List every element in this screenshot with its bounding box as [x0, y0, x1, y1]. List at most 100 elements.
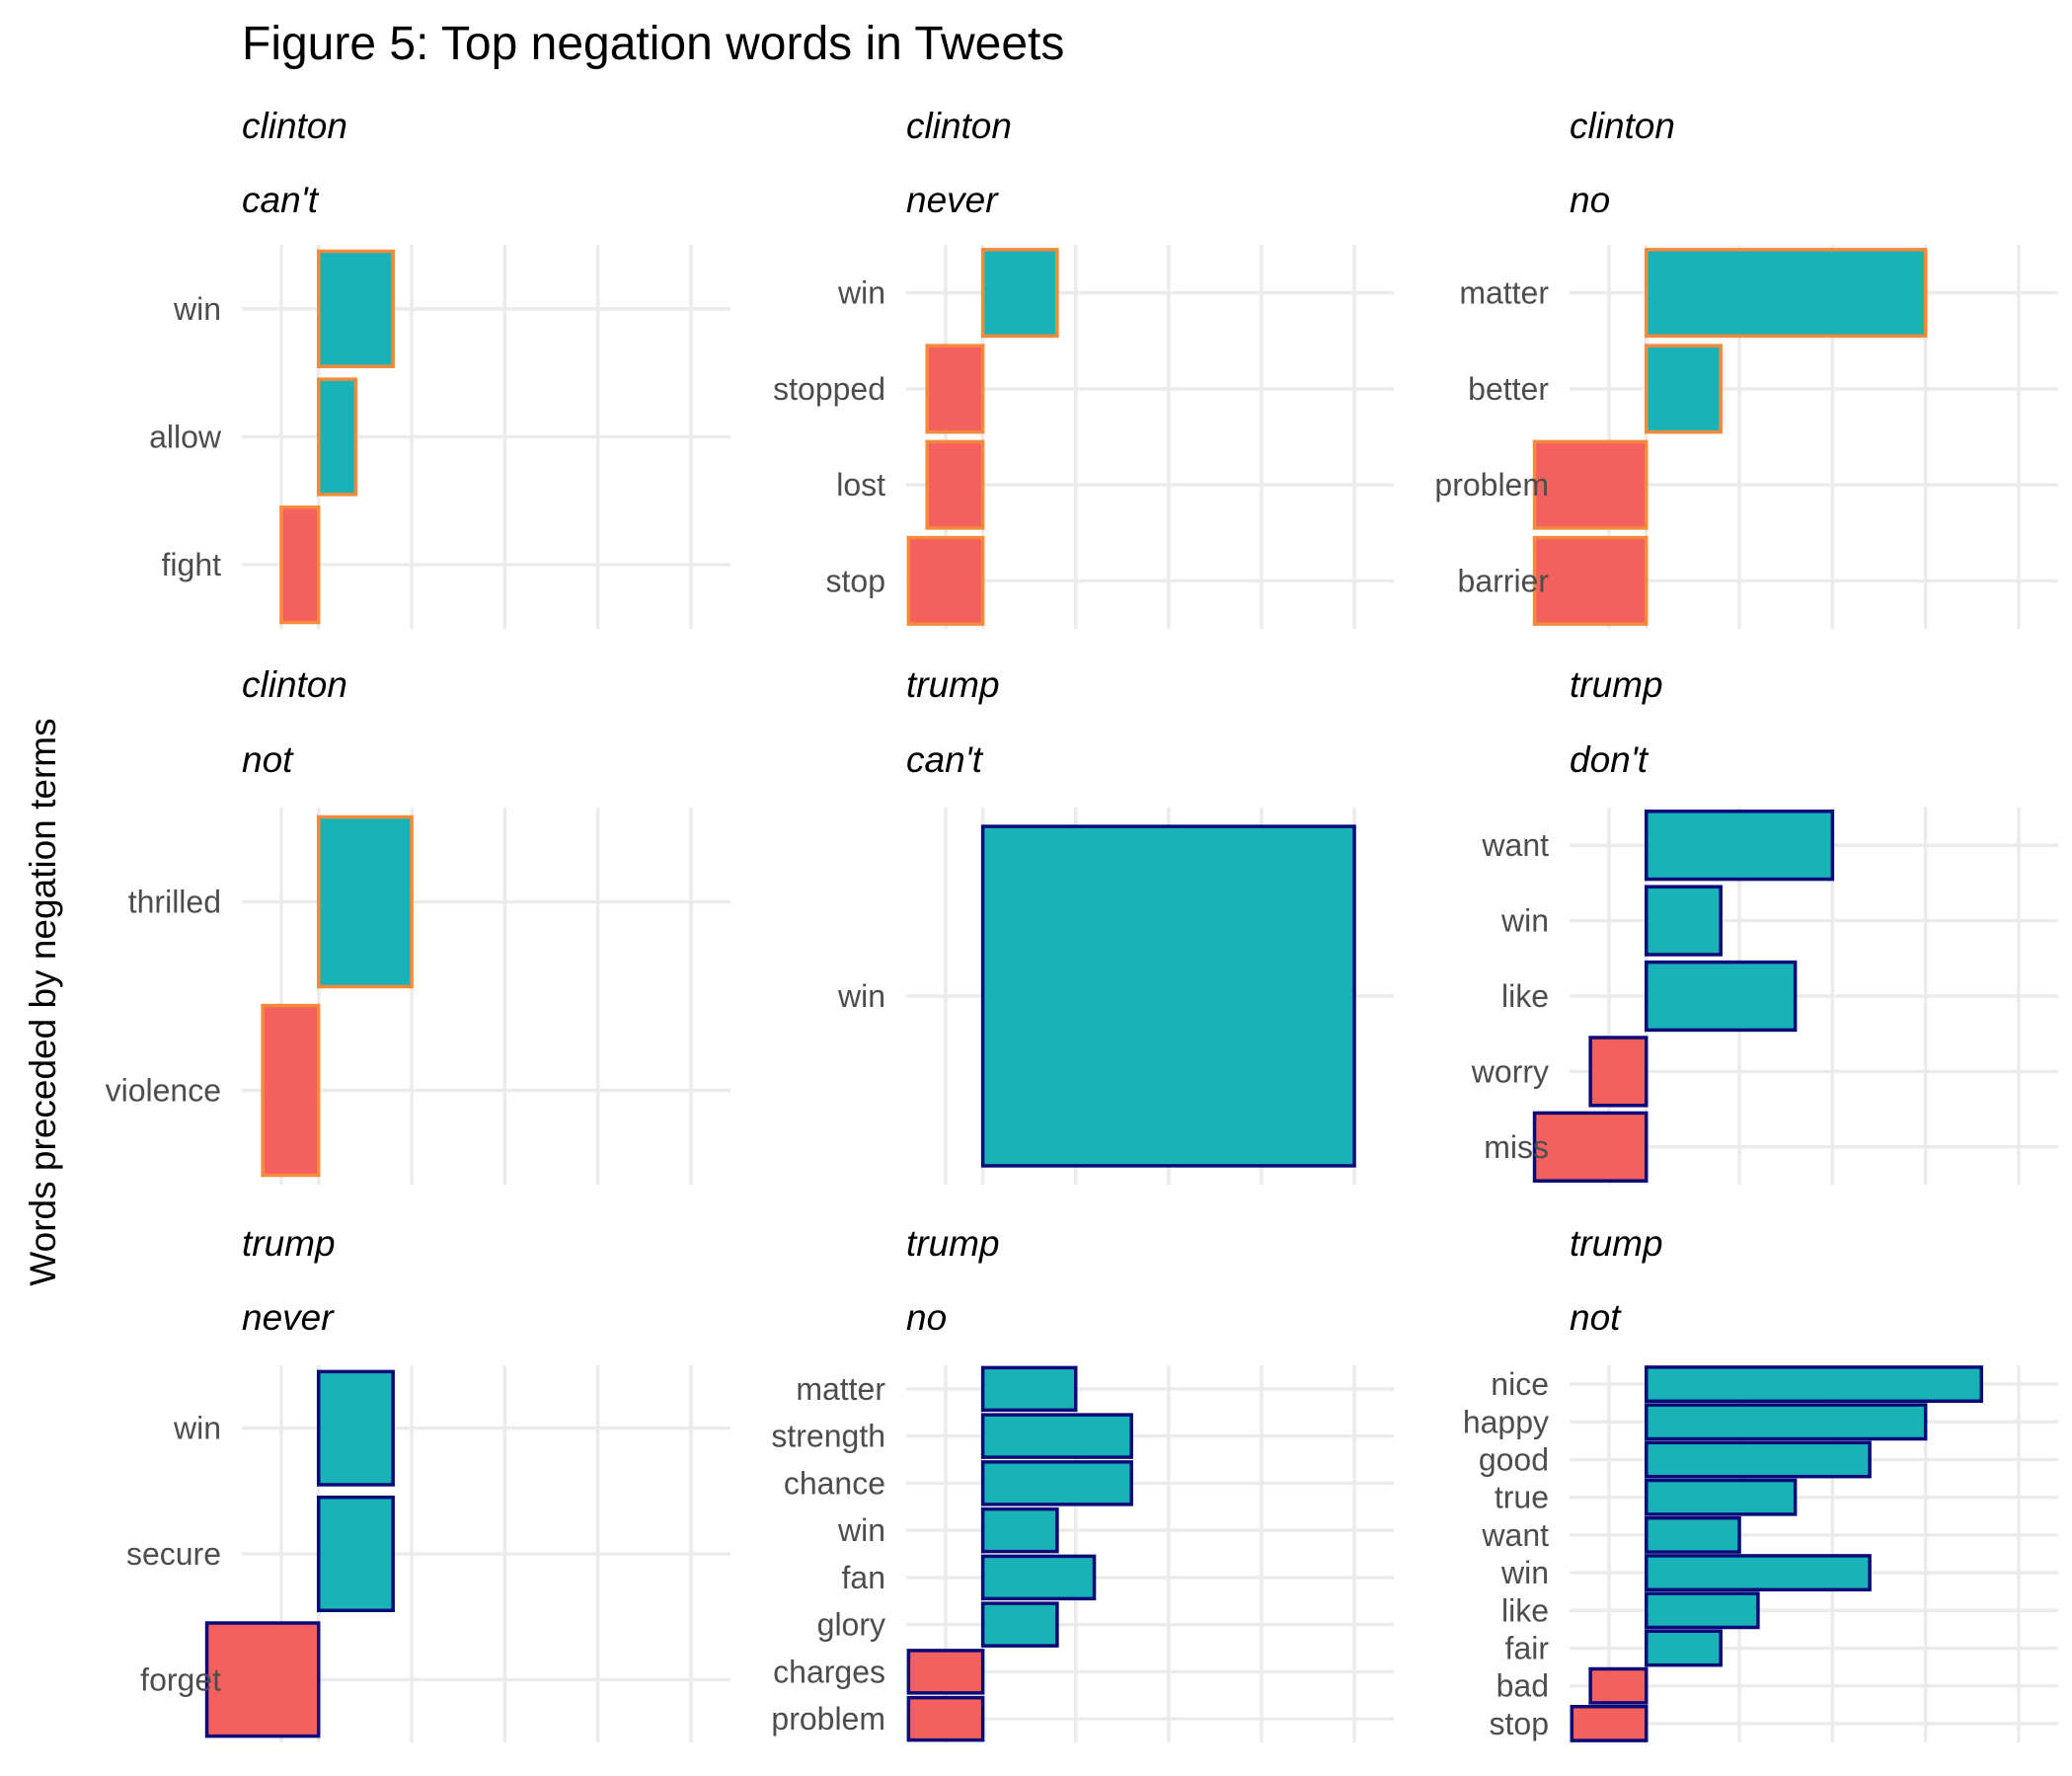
bar-stop — [906, 535, 985, 626]
bar-problem — [906, 1695, 985, 1742]
panel-trump-cant: trump can't win — [837, 664, 1394, 1185]
tick-label-problem: problem — [1434, 467, 1549, 502]
panel-candidate-label: clinton — [1570, 106, 1675, 146]
y-axis-label: Words preceded by negation terms — [23, 718, 63, 1285]
bar-secure — [316, 1495, 395, 1613]
panel-term-label: can't — [906, 739, 984, 780]
bar-bad — [1588, 1666, 1649, 1705]
panel-trump-no: trump no matter strength chance win fan glory ch… — [771, 1223, 1394, 1742]
bar-thrilled — [316, 814, 414, 989]
bar-win — [1644, 1554, 1872, 1592]
bar-glory — [980, 1601, 1059, 1648]
tick-label-want: want — [1481, 827, 1549, 863]
bar-better — [1644, 344, 1723, 434]
bar-true — [1644, 1478, 1798, 1516]
bar-want — [1644, 810, 1835, 882]
panel-term-label: not — [242, 739, 294, 780]
tick-label-bad: bad — [1496, 1668, 1549, 1704]
bar-matter — [980, 1365, 1078, 1413]
panel-term-label: never — [242, 1297, 335, 1338]
panel-candidate-label: trump — [1570, 1223, 1663, 1264]
tick-label-barrier: barrier — [1458, 563, 1550, 598]
panel-candidate-label: trump — [242, 1223, 336, 1264]
bar-want — [1644, 1515, 1741, 1554]
bar-win — [316, 249, 395, 368]
bar-forget — [204, 1621, 321, 1738]
panel-candidate-label: trump — [906, 1223, 1000, 1264]
panel-candidate-label: clinton — [242, 664, 347, 705]
panel-clinton-cant: clinton can't win allow fight — [149, 106, 730, 629]
panel-clinton-not: clinton not thrilled violence — [106, 664, 730, 1185]
bar-charges — [906, 1649, 985, 1695]
bar-win — [316, 1369, 395, 1487]
panel-candidate-label: clinton — [242, 106, 347, 146]
bar-miss — [1532, 1111, 1649, 1183]
tick-label-thrilled: thrilled — [128, 885, 221, 920]
tick-label-win: win — [837, 1512, 885, 1548]
panel-term-label: can't — [242, 180, 320, 220]
panel-candidate-label: trump — [906, 664, 1000, 705]
bar-like — [1644, 1591, 1760, 1630]
bar-nice — [1644, 1365, 1984, 1404]
tick-label-problem: problem — [771, 1701, 885, 1737]
tick-label-win: win — [173, 291, 221, 327]
tick-label-better: better — [1468, 371, 1549, 407]
tick-label-stopped: stopped — [773, 371, 885, 407]
bar-worry — [1588, 1036, 1649, 1108]
tick-label-like: like — [1501, 1592, 1549, 1628]
panel-term-label: don't — [1570, 739, 1650, 780]
tick-label-matter: matter — [1459, 275, 1549, 311]
bar-good — [1644, 1440, 1872, 1479]
bar-fair — [1644, 1629, 1723, 1667]
tick-label-win: win — [1500, 903, 1549, 939]
bar-chance — [980, 1460, 1133, 1506]
bar-barrier — [1532, 535, 1649, 626]
bar-allow — [316, 377, 358, 497]
panel-clinton-never: clinton never win stopped lost stop — [773, 106, 1394, 629]
bar-win — [980, 824, 1356, 1168]
tick-label-secure: secure — [126, 1536, 221, 1572]
bar-like — [1644, 960, 1798, 1033]
chart-title: Figure 5: Top negation words in Tweets — [242, 18, 1064, 70]
bar-fan — [980, 1554, 1097, 1601]
bar-win — [1644, 885, 1723, 957]
tick-label-win: win — [1500, 1555, 1549, 1590]
panel-term-label: not — [1570, 1297, 1622, 1338]
panel-term-label: no — [1570, 180, 1610, 220]
tick-label-fan: fan — [842, 1560, 885, 1595]
tick-label-miss: miss — [1484, 1129, 1549, 1165]
tick-label-strength: strength — [771, 1419, 885, 1454]
bar-problem — [1532, 439, 1649, 530]
tick-label-fair: fair — [1505, 1631, 1550, 1666]
panel-candidate-label: clinton — [906, 106, 1012, 146]
tick-label-want: want — [1481, 1517, 1549, 1553]
bar-lost — [925, 439, 985, 530]
panel-term-label: no — [906, 1297, 947, 1338]
bar-fight — [279, 505, 321, 625]
tick-label-charges: charges — [773, 1654, 885, 1689]
bar-strength — [980, 1413, 1133, 1459]
tick-label-allow: allow — [149, 420, 222, 455]
bar-violence — [261, 1003, 321, 1178]
tick-label-glory: glory — [817, 1607, 885, 1643]
tick-label-lost: lost — [836, 467, 885, 502]
tick-label-violence: violence — [106, 1073, 221, 1109]
tick-label-matter: matter — [796, 1371, 885, 1407]
tick-label-true: true — [1495, 1480, 1549, 1515]
bar-win — [980, 1506, 1059, 1554]
tick-label-forget: forget — [140, 1661, 221, 1697]
tick-label-nice: nice — [1491, 1366, 1549, 1402]
panel-term-label: never — [906, 180, 999, 220]
tick-label-win: win — [173, 1411, 221, 1446]
bar-matter — [1644, 248, 1928, 339]
tick-label-worry: worry — [1471, 1053, 1549, 1089]
tick-label-stop: stop — [826, 563, 885, 598]
tick-label-stop: stop — [1490, 1706, 1549, 1741]
tick-label-good: good — [1479, 1442, 1549, 1478]
tick-label-fight: fight — [162, 547, 222, 582]
tick-label-win: win — [837, 275, 885, 311]
tick-label-like: like — [1501, 978, 1549, 1014]
bar-stop — [1570, 1704, 1649, 1742]
panel-trump-never: trump never win secure forget — [126, 1223, 730, 1742]
